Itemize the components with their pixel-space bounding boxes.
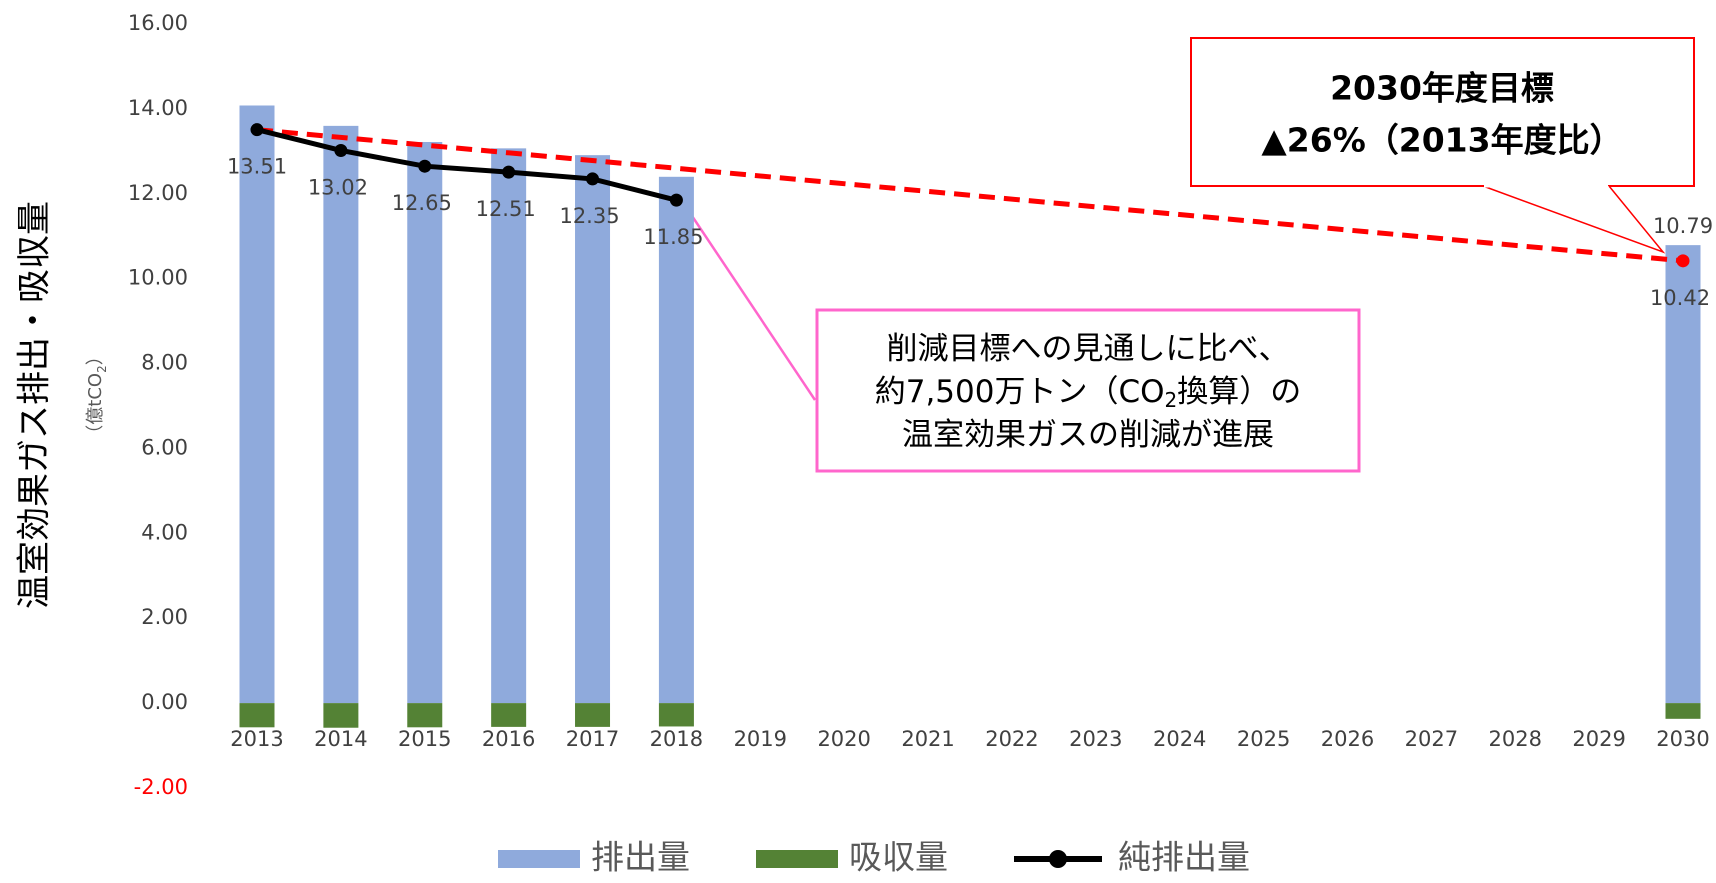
marker <box>250 123 264 137</box>
legend-swatch <box>498 850 580 868</box>
y-tick-label: 6.00 <box>141 435 188 459</box>
target-text: ▲26%（2013年度比） <box>1261 121 1622 160</box>
unit-part: （億tCO <box>85 373 106 443</box>
marker <box>586 172 600 186</box>
bar <box>407 141 443 704</box>
x-tick-label: 2018 <box>650 727 703 751</box>
x-tick-label: 2025 <box>1237 727 1290 751</box>
x-tick-label: 2026 <box>1321 727 1374 751</box>
note-part: 換算）の <box>1177 374 1301 410</box>
data-label: 13.02 <box>308 175 368 199</box>
note-part: 削減目標への見通しに比べ、 <box>887 331 1290 367</box>
data-label: 13.51 <box>227 155 287 179</box>
target-text: 2030年度目標 <box>1330 69 1554 108</box>
bar <box>658 176 694 704</box>
data-label: 12.51 <box>476 197 536 221</box>
bar <box>1665 245 1701 704</box>
x-tick-label: 2029 <box>1572 727 1625 751</box>
y-tick-label: 4.00 <box>141 520 188 544</box>
x-tick-label: 2024 <box>1153 727 1206 751</box>
y-tick-label: 8.00 <box>141 351 188 375</box>
x-tick-label: 2027 <box>1405 727 1458 751</box>
bar <box>239 703 275 728</box>
legend-label: 排出量 <box>591 838 690 877</box>
marker <box>334 143 348 157</box>
note-sub: 2 <box>1165 388 1178 412</box>
note-text: 削減目標への見通しに比べ、約7,500万トン（CO2換算）の温室効果ガスの削減が… <box>875 331 1302 453</box>
x-tick-label: 2015 <box>398 727 451 751</box>
target-line <box>256 127 1684 264</box>
y-tick-label: 16.00 <box>128 11 188 35</box>
legend-label: 吸収量 <box>849 838 948 877</box>
bar <box>491 703 527 727</box>
y-tick-label: 10.00 <box>128 266 188 290</box>
note-part: 温室効果ガスの削減が進展 <box>902 417 1274 453</box>
bar <box>658 703 694 727</box>
note-line: 約7,500万トン（CO2換算）の <box>875 374 1302 412</box>
bar <box>491 148 527 704</box>
data-label: 12.65 <box>392 191 452 215</box>
note-box <box>815 308 1361 473</box>
unit-part: ） <box>85 347 106 365</box>
legend-label: 純排出量 <box>1118 838 1250 877</box>
legend-swatch <box>1049 850 1067 868</box>
unit-sub: 2 <box>95 365 109 373</box>
x-tick-label: 2023 <box>1069 727 1122 751</box>
x-tick-label: 2017 <box>566 727 619 751</box>
y-tick-label: -2.00 <box>134 775 188 799</box>
data-label: 10.42 <box>1650 286 1710 310</box>
marker <box>418 159 432 173</box>
x-tick-label: 2014 <box>314 727 367 751</box>
marker <box>502 165 516 179</box>
line <box>256 127 678 203</box>
y-tick-label: 2.00 <box>141 605 188 629</box>
data-label: 12.35 <box>559 204 619 228</box>
marker <box>1676 254 1690 268</box>
bar <box>323 125 359 704</box>
x-tick-label: 2013 <box>230 727 283 751</box>
bar <box>575 703 611 727</box>
note-part: 約7,500万トン（CO <box>875 374 1165 410</box>
y-tick-label: 0.00 <box>141 690 188 714</box>
x-tick-label: 2030 <box>1656 727 1709 751</box>
bar <box>575 155 611 704</box>
note-line: 削減目標への見通しに比べ、 <box>887 331 1290 367</box>
note-arrow <box>674 191 817 401</box>
marker <box>669 193 683 207</box>
x-tick-label: 2019 <box>734 727 787 751</box>
x-tick-label: 2020 <box>817 727 870 751</box>
bar <box>323 703 359 728</box>
data-label: 11.85 <box>643 225 703 249</box>
bar <box>407 703 443 728</box>
target-callout <box>1482 185 1666 254</box>
x-tick-label: 2022 <box>985 727 1038 751</box>
x-tick-label: 2016 <box>482 727 535 751</box>
bar <box>1665 703 1701 719</box>
y-axis-label: 温室効果ガス排出・吸収量 <box>15 201 55 609</box>
data-label: 10.79 <box>1653 214 1713 238</box>
x-tick-label: 2021 <box>901 727 954 751</box>
bar <box>239 105 275 704</box>
x-tick-label: 2028 <box>1489 727 1542 751</box>
y-tick-label: 12.00 <box>128 181 188 205</box>
note-line: 温室効果ガスの削減が進展 <box>902 417 1274 453</box>
y-tick-label: 14.00 <box>128 96 188 120</box>
y-axis-unit: （億tCO2） <box>85 347 109 442</box>
legend-swatch <box>756 850 838 868</box>
target-box <box>1190 37 1695 187</box>
